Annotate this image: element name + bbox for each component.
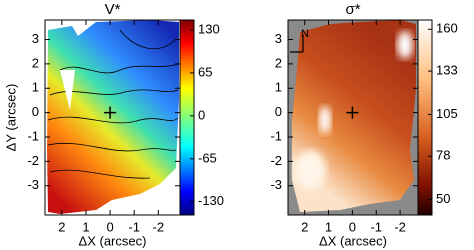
y-tick-label: 1 <box>275 80 282 95</box>
panel-title: V* <box>105 1 121 18</box>
colorbar-tick-label: -65 <box>198 150 217 165</box>
x-tick-label: -1 <box>128 219 140 234</box>
center-cross <box>104 106 117 119</box>
colorbar-tick-label: 105 <box>436 106 458 121</box>
colorbar-tick-label: 130 <box>198 21 220 36</box>
x-tick-label: -2 <box>153 219 165 234</box>
x-tick-label: -2 <box>394 219 406 234</box>
x-tick-label: 0 <box>349 219 356 234</box>
y-tick-label: 0 <box>275 104 282 119</box>
colorbar-tick-label: 0 <box>198 107 205 122</box>
y-tick-label: -2 <box>270 153 282 168</box>
y-tick-label: 2 <box>32 55 39 70</box>
y-tick-label: -3 <box>270 177 282 192</box>
x-tick-label: 2 <box>58 219 65 234</box>
y-tick-label: 3 <box>32 31 39 46</box>
y-tick-label: 1 <box>32 80 39 95</box>
colorbar-tick-label: 50 <box>436 191 450 206</box>
colorbar <box>179 19 195 216</box>
y-tick-label: 3 <box>275 31 282 46</box>
colorbar <box>417 19 433 216</box>
y-tick-label: 0 <box>32 104 39 119</box>
y-tick-label: -3 <box>27 177 39 192</box>
x-axis-label: ΔX (arcsec) <box>319 233 387 248</box>
x-tick-label: 2 <box>301 219 308 234</box>
y-axis-label: ΔY (arcsec) <box>3 84 18 152</box>
x-tick-label: 0 <box>106 219 113 234</box>
x-tick-label: 1 <box>82 219 89 234</box>
velocity-map <box>47 20 179 214</box>
x-tick-label: 1 <box>325 219 332 234</box>
colorbar-tick-label: 160 <box>436 21 458 36</box>
colorbar-tick-label: 65 <box>198 64 212 79</box>
compass-label: N <box>301 28 309 40</box>
x-tick-label: -1 <box>370 219 382 234</box>
y-tick-label: -1 <box>270 128 282 143</box>
colorbar-tick-label: 133 <box>436 63 458 78</box>
colorbar-tick-label: -130 <box>198 193 224 208</box>
y-tick-label: 2 <box>275 55 282 70</box>
colorbar-tick-label: 78 <box>436 148 450 163</box>
x-axis-label: ΔX (arcsec) <box>79 233 147 248</box>
center-cross <box>346 106 359 119</box>
y-tick-label: -2 <box>27 153 39 168</box>
y-tick-label: -1 <box>27 128 39 143</box>
panel-title: σ* <box>345 1 360 18</box>
